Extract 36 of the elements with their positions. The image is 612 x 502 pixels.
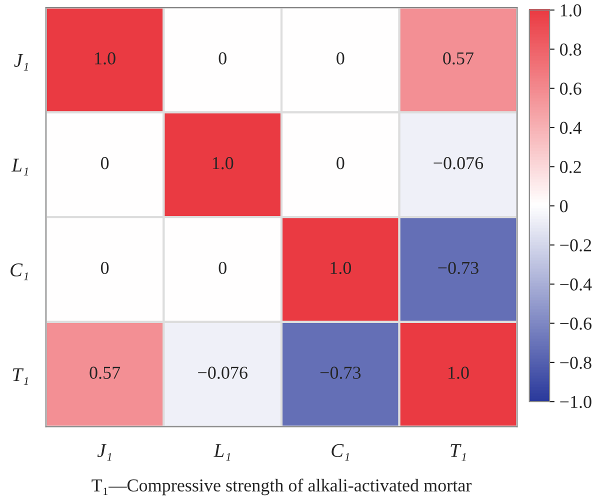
color-bar-label: 0.4 xyxy=(560,122,582,134)
data-label: −0.076 xyxy=(198,366,248,379)
data-label: −0.076 xyxy=(434,157,484,170)
x-tick-label: L₁ xyxy=(214,444,230,461)
color-bar-label: 0.2 xyxy=(560,160,581,174)
x-tick-label: J₁ xyxy=(97,444,112,461)
y-tick-label: J₁ xyxy=(14,54,28,71)
data-label: 0 xyxy=(218,52,226,64)
color-bar-label: −0.4 xyxy=(560,278,592,291)
color-bar-label: −0.6 xyxy=(560,318,592,330)
y-tick-label: C₁ xyxy=(10,263,28,280)
data-label: 0.57 xyxy=(90,366,120,379)
y-tick-label: L₁ xyxy=(11,158,28,176)
color-bar-label: 0 xyxy=(560,200,568,212)
color-bar-label: −0.8 xyxy=(560,356,592,369)
color-bar-label: −0.2 xyxy=(560,239,592,252)
data-label: −0.73 xyxy=(438,262,478,274)
data-label: 1.0 xyxy=(212,157,234,170)
data-label: 0 xyxy=(336,52,344,64)
color-bar-label: 1.0 xyxy=(560,4,582,17)
color-bar-label: 0.6 xyxy=(560,82,582,95)
data-label: 0 xyxy=(336,157,344,170)
data-label: 1.0 xyxy=(448,366,469,379)
color-bar-label: −1.0 xyxy=(560,396,592,408)
y-tick-label: T₁ xyxy=(12,368,28,385)
color-bar-label: 0.8 xyxy=(560,43,582,56)
x-tick-label: T₁ xyxy=(450,444,466,461)
text: T₁—Compressive strength of alkali-activated mortar xyxy=(92,478,472,496)
data-label: −0.73 xyxy=(320,366,361,379)
data-label: 1.0 xyxy=(330,262,352,274)
data-label: 0 xyxy=(218,262,226,274)
data-label: 0.57 xyxy=(443,52,474,65)
data-label: 1.0 xyxy=(95,52,116,65)
data-label: 0 xyxy=(100,157,109,170)
data-label: 0 xyxy=(100,262,109,274)
x-tick-label: C₁ xyxy=(332,444,350,461)
